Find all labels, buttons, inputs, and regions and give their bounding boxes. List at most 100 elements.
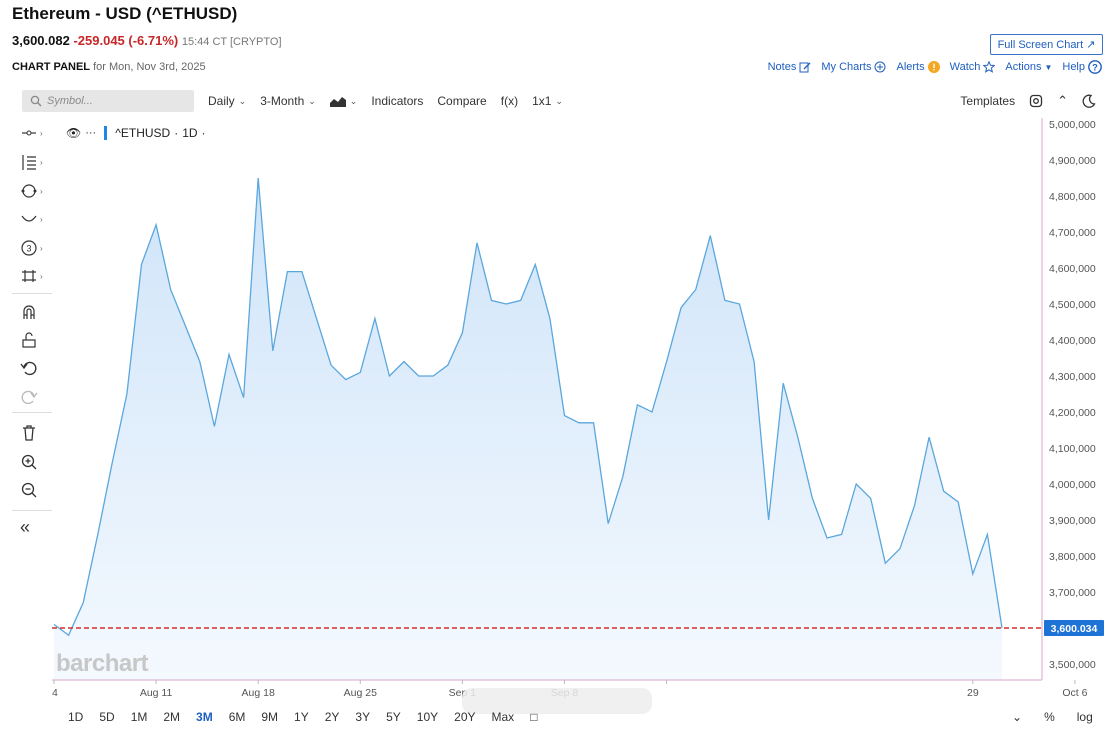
line-tool[interactable]: › — [20, 122, 50, 144]
x-tick-label: Aug 18 — [242, 687, 275, 699]
last-price: 3,600.082 — [12, 33, 70, 48]
redo-icon — [21, 390, 38, 405]
svg-text:3: 3 — [26, 244, 31, 254]
chart-legend: 👁 ··· ^ETHUSD · 1D · — [66, 126, 206, 140]
eye-icon[interactable]: 👁 — [66, 126, 82, 140]
quote-meta: 15:44 CT [CRYPTO] — [181, 36, 282, 48]
interval-select[interactable]: Daily ⌄ — [208, 94, 247, 108]
fx-button[interactable]: f(x) — [500, 94, 519, 108]
y-tick-label: 4,000,000 — [1049, 479, 1096, 491]
top-links: Notes My Charts Alerts Watch Actions ▼ H… — [768, 60, 1102, 74]
range-button-1d[interactable]: 1D — [68, 710, 84, 724]
curve-tool[interactable]: › — [20, 208, 50, 230]
delete-button[interactable] — [20, 422, 50, 444]
range-button-1m[interactable]: 1M — [130, 710, 148, 724]
legend-interval-dot: · — [201, 126, 206, 140]
toolbar-right: Templates ⌃ — [960, 93, 1104, 109]
range-button-9m[interactable]: 9M — [261, 710, 279, 724]
line-tool-icon — [22, 130, 36, 136]
watch-link[interactable]: Watch — [950, 61, 996, 73]
shape-tool[interactable]: › — [20, 180, 50, 202]
scale-options: ⌄ % log — [1012, 710, 1093, 724]
range-button-max[interactable]: Max — [491, 710, 515, 724]
x-tick-label: Aug 11 — [140, 687, 173, 699]
pencil-icon — [799, 62, 811, 73]
zoom-out-icon — [21, 482, 37, 498]
gear-icon[interactable] — [1029, 94, 1043, 108]
collapse-up-icon[interactable]: ⌃ — [1057, 93, 1068, 108]
chart-panel-label: CHART PANEL for Mon, Nov 3rd, 2025 — [12, 61, 206, 73]
chevron-down-icon: ⌄ — [349, 95, 358, 106]
double-chevron-left-icon: « — [20, 516, 31, 537]
fullscreen-chart-button[interactable]: Full Screen Chart ↗ — [990, 34, 1103, 55]
last-price-tag: 3,600.034 — [1044, 619, 1104, 636]
templates-button[interactable]: Templates — [960, 94, 1016, 108]
external-arrow-icon: ↗ — [1086, 39, 1096, 51]
range-button-3y[interactable]: 3Y — [355, 710, 371, 724]
moon-icon[interactable] — [1082, 94, 1096, 108]
fibonacci-icon — [22, 155, 36, 170]
alert-icon — [927, 61, 940, 73]
actions-menu[interactable]: Actions ▼ — [1005, 61, 1053, 73]
y-tick-label: 4,400,000 — [1049, 335, 1096, 347]
undo-button[interactable] — [20, 357, 50, 379]
zoom-out-button[interactable] — [20, 479, 50, 501]
log-scale-button[interactable]: log — [1076, 710, 1093, 724]
zoom-in-button[interactable] — [20, 451, 50, 473]
more-icon[interactable]: ··· — [85, 127, 97, 139]
percent-scale-button[interactable]: % — [1044, 710, 1055, 724]
compare-button[interactable]: Compare — [437, 94, 487, 108]
redo-button[interactable] — [20, 386, 50, 408]
y-tick-label: 4,100,000 — [1049, 443, 1096, 455]
layout-select[interactable]: 1x1 ⌄ — [532, 94, 563, 108]
range-button-2m[interactable]: 2M — [163, 710, 181, 724]
y-tick-label: 3,900,000 — [1049, 515, 1096, 527]
range-button-5y[interactable]: 5Y — [386, 710, 401, 724]
y-tick-label: 5,000,000 — [1049, 119, 1096, 131]
chart-type-select[interactable]: ⌄ — [329, 95, 358, 107]
range-button-20y[interactable]: 20Y — [454, 710, 476, 724]
y-tick-label: 4,900,000 — [1049, 155, 1096, 167]
symbol-placeholder: Symbol... — [47, 95, 93, 107]
shape-icon — [21, 184, 37, 198]
range-button-1y[interactable]: 1Y — [294, 710, 309, 724]
my-charts-link[interactable]: My Charts — [821, 61, 886, 73]
indicators-button[interactable]: Indicators — [371, 94, 424, 108]
lock-tool[interactable] — [20, 329, 50, 351]
x-tick-label: Aug 25 — [344, 687, 377, 699]
fib-tool[interactable]: › — [20, 151, 50, 173]
measure-tool[interactable]: › — [20, 265, 50, 287]
panel-date: for Mon, Nov 3rd, 2025 — [93, 61, 206, 73]
double-chevron-down-icon[interactable]: ⌄ — [1012, 710, 1023, 724]
help-link[interactable]: Help ? — [1062, 60, 1102, 74]
y-tick-label: 3,800,000 — [1049, 551, 1096, 563]
trash-icon — [23, 425, 35, 441]
calendar-icon[interactable]: □ — [530, 710, 538, 724]
number-circle-icon: 3 — [21, 240, 37, 256]
range-button-5d[interactable]: 5D — [99, 710, 115, 724]
range-button-3m[interactable]: 3M — [196, 710, 213, 724]
caret-down-icon: ▼ — [1044, 62, 1053, 72]
y-tick-label: 3,700,000 — [1049, 587, 1096, 599]
alerts-link[interactable]: Alerts — [896, 61, 940, 73]
x-tick-label: 29 — [967, 687, 979, 699]
sidebar-divider — [12, 510, 52, 511]
symbol-search-input[interactable]: Symbol... — [22, 90, 194, 112]
range-select[interactable]: 3-Month ⌄ — [260, 94, 316, 108]
series-color-swatch — [104, 126, 108, 140]
magnet-tool[interactable] — [20, 301, 50, 323]
notes-link[interactable]: Notes — [768, 61, 812, 73]
range-button-6m[interactable]: 6M — [228, 710, 246, 724]
measure-icon — [22, 270, 36, 282]
count-tool[interactable]: 3 › — [20, 237, 50, 259]
y-tick-label: 4,200,000 — [1049, 407, 1096, 419]
y-tick-label: 4,800,000 — [1049, 191, 1096, 203]
page-title: Ethereum - USD (^ETHUSD) — [12, 4, 238, 23]
y-tick-label: 4,300,000 — [1049, 371, 1096, 383]
range-button-10y[interactable]: 10Y — [416, 710, 439, 724]
range-button-2y[interactable]: 2Y — [324, 710, 340, 724]
y-tick-label: 4,600,000 — [1049, 263, 1096, 275]
barchart-watermark: barchart — [56, 650, 149, 677]
collapse-sidebar-button[interactable]: « — [20, 516, 50, 538]
